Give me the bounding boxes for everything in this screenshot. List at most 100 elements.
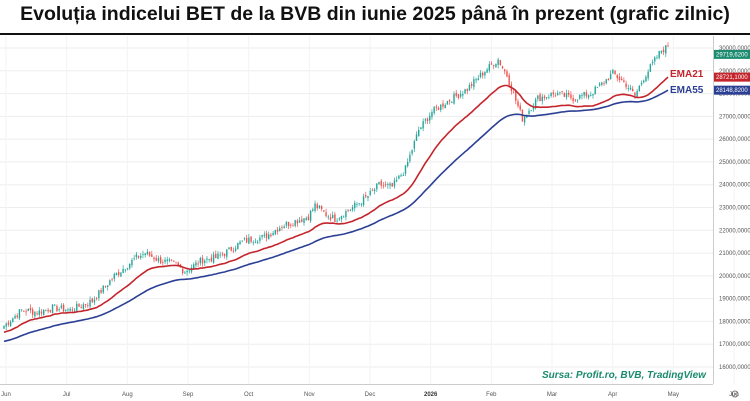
- candle-body: [382, 185, 385, 187]
- candle-body: [561, 91, 563, 93]
- candle-body: [287, 221, 290, 227]
- candle-body: [556, 93, 559, 96]
- candle-body: [201, 257, 204, 264]
- candle-body: [404, 165, 407, 174]
- candle-body: [387, 184, 389, 186]
- candle-body: [62, 304, 65, 312]
- candle-body: [51, 304, 54, 314]
- candle-body: [607, 78, 610, 81]
- candle-body: [137, 255, 140, 258]
- candle-body: [78, 304, 80, 307]
- settings-icon[interactable]: [731, 390, 739, 398]
- candle-body: [570, 94, 572, 99]
- candle-body: [601, 82, 603, 85]
- candle-body: [534, 99, 537, 109]
- candle-body: [640, 83, 643, 85]
- candle-body: [349, 209, 352, 211]
- ema-legend: EMA21 EMA55: [670, 69, 704, 96]
- candle-body: [292, 225, 294, 227]
- candle-body: [245, 237, 248, 243]
- source-note: Sursa: Profit.ro, BVB, TradingView: [542, 370, 707, 381]
- candle-body: [166, 259, 168, 262]
- candle-body: [49, 310, 52, 312]
- y-tick-label: 19000,0000: [719, 297, 750, 303]
- candle-body: [433, 106, 435, 113]
- ema55-line: [3, 89, 669, 343]
- candle-body: [594, 86, 596, 95]
- candle-body: [71, 309, 74, 311]
- x-tick-label: 2026: [424, 392, 438, 398]
- candle-body: [80, 306, 82, 308]
- candle-body: [656, 57, 658, 59]
- candle-body: [197, 263, 199, 265]
- candle-body: [140, 255, 142, 258]
- candle-body: [572, 98, 574, 102]
- candle-body: [384, 184, 387, 186]
- candle-body: [84, 304, 87, 305]
- candle-body: [603, 83, 605, 85]
- candle-body: [437, 107, 440, 110]
- candle-body: [151, 254, 153, 257]
- candle-body: [159, 257, 162, 264]
- candle-body: [409, 154, 411, 162]
- candle-body: [541, 96, 543, 102]
- candle-body: [272, 233, 274, 235]
- candle-body: [239, 241, 241, 245]
- candle-body: [598, 83, 601, 86]
- candle-body: [596, 87, 599, 88]
- candle-body: [376, 183, 378, 190]
- candle-body: [488, 64, 491, 71]
- candle-body: [638, 85, 641, 92]
- candle-body: [347, 209, 349, 211]
- candle-body: [40, 311, 43, 314]
- candle-body: [131, 259, 133, 266]
- x-tick-label: Mar: [547, 392, 557, 398]
- candle-body: [109, 280, 111, 285]
- candle-body: [658, 51, 660, 58]
- candle-body: [173, 261, 175, 262]
- legend-ema55: EMA55: [670, 85, 704, 96]
- candle-body: [45, 309, 47, 311]
- price-tag-ema55: [714, 85, 750, 95]
- candle-body: [95, 298, 98, 300]
- candle-body: [318, 205, 321, 209]
- candle-body: [501, 66, 504, 69]
- candle-body: [497, 59, 499, 65]
- y-tick-label: 29000,0000: [719, 69, 750, 75]
- candle-body: [76, 303, 78, 311]
- candle-body: [314, 203, 316, 211]
- y-tick-label: 20000,0000: [719, 274, 750, 280]
- y-tick-label: 21000,0000: [719, 251, 750, 257]
- candle-body: [98, 290, 100, 299]
- candle-body: [612, 69, 614, 74]
- candle-body: [625, 83, 627, 88]
- candle-body: [7, 322, 10, 325]
- candle-body: [327, 216, 329, 218]
- candle-body: [354, 202, 356, 209]
- candle-body: [65, 310, 67, 311]
- candle-body: [654, 57, 656, 62]
- candle-body: [543, 96, 546, 99]
- candle-body: [268, 234, 270, 240]
- candle-body: [442, 103, 444, 107]
- candle-body: [276, 229, 279, 232]
- candle-body: [435, 106, 438, 108]
- candle-body: [36, 313, 38, 315]
- candle-body: [338, 218, 341, 220]
- candle-body: [93, 299, 96, 303]
- candle-body: [215, 253, 217, 258]
- candle-body: [16, 315, 18, 318]
- candle-body: [261, 235, 263, 237]
- candle-body: [309, 210, 312, 221]
- candle-body: [515, 90, 517, 101]
- candle-body: [530, 110, 532, 112]
- candle-body: [371, 189, 374, 191]
- candle-body: [248, 237, 250, 244]
- candle-body: [38, 310, 41, 315]
- candle-body: [69, 308, 71, 311]
- candle-body: [568, 92, 570, 95]
- price-tag-ema21: [714, 72, 750, 82]
- candle-body: [665, 45, 667, 54]
- candle-body: [281, 227, 283, 228]
